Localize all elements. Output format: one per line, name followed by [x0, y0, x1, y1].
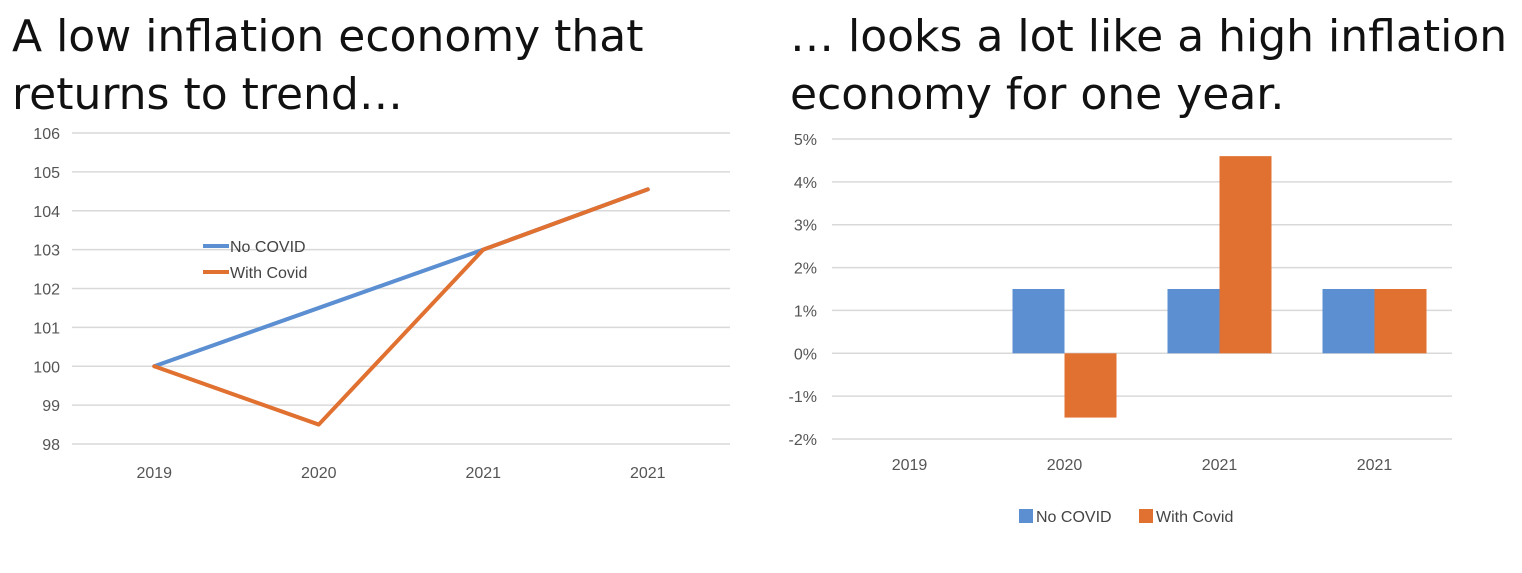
right-title-line-1: … looks a lot like a high inflation: [790, 11, 1508, 62]
left-title-line-1: A low inflation economy that: [12, 11, 644, 62]
bar-no-covid: [1167, 289, 1220, 354]
legend-swatch: [1139, 509, 1153, 523]
y-tick-label: 106: [33, 126, 60, 143]
y-tick-label: 99: [42, 398, 60, 415]
y-tick-label: 1%: [794, 303, 817, 320]
legend-label: With Covid: [1156, 509, 1233, 526]
y-tick-label: 3%: [794, 218, 817, 235]
y-tick-label: -2%: [789, 432, 817, 449]
bar-with-covid: [1219, 156, 1272, 354]
left-title-line-2: returns to trend…: [12, 69, 403, 120]
y-tick-label: 4%: [794, 175, 817, 192]
bar-no-covid: [1012, 289, 1065, 354]
y-tick-label: 98: [42, 437, 60, 454]
x-tick-label: 2019: [136, 465, 172, 482]
x-tick-label: 2021: [1202, 457, 1238, 474]
y-tick-label: 2%: [794, 261, 817, 278]
bar-with-covid: [1374, 289, 1427, 354]
x-tick-label: 2021: [630, 465, 666, 482]
y-tick-label: 102: [33, 282, 60, 299]
y-tick-label: 103: [33, 243, 60, 260]
y-tick-label: 101: [33, 320, 60, 337]
right-chart-title: … looks a lot like a high inflation econ…: [790, 8, 1507, 124]
legend-label: No COVID: [1036, 509, 1112, 526]
series-line-with-covid: [152, 187, 650, 427]
y-tick-label: 105: [33, 165, 60, 182]
x-tick-label: 2020: [1047, 457, 1083, 474]
bar-with-covid: [1064, 353, 1117, 418]
y-tick-label: 0%: [794, 346, 817, 363]
right-title-line-2: economy for one year.: [790, 69, 1285, 120]
x-tick-label: 2020: [301, 465, 337, 482]
bar-no-covid: [1322, 289, 1375, 354]
y-tick-label: 100: [33, 359, 60, 376]
legend-label: With Covid: [230, 265, 307, 282]
x-tick-label: 2021: [1357, 457, 1393, 474]
left-chart-title: A low inflation economy that returns to …: [12, 8, 644, 124]
x-tick-label: 2019: [892, 457, 928, 474]
legend-swatch: [1019, 509, 1033, 523]
y-tick-label: 104: [33, 204, 60, 221]
y-tick-label: 5%: [794, 132, 817, 149]
legend-label: No COVID: [230, 239, 306, 256]
x-tick-label: 2021: [465, 465, 501, 482]
y-tick-label: -1%: [789, 389, 817, 406]
index-line-chart: 106 105 104 103 102 101 100 99 98 2019 2020 2021 202…: [33, 126, 730, 482]
